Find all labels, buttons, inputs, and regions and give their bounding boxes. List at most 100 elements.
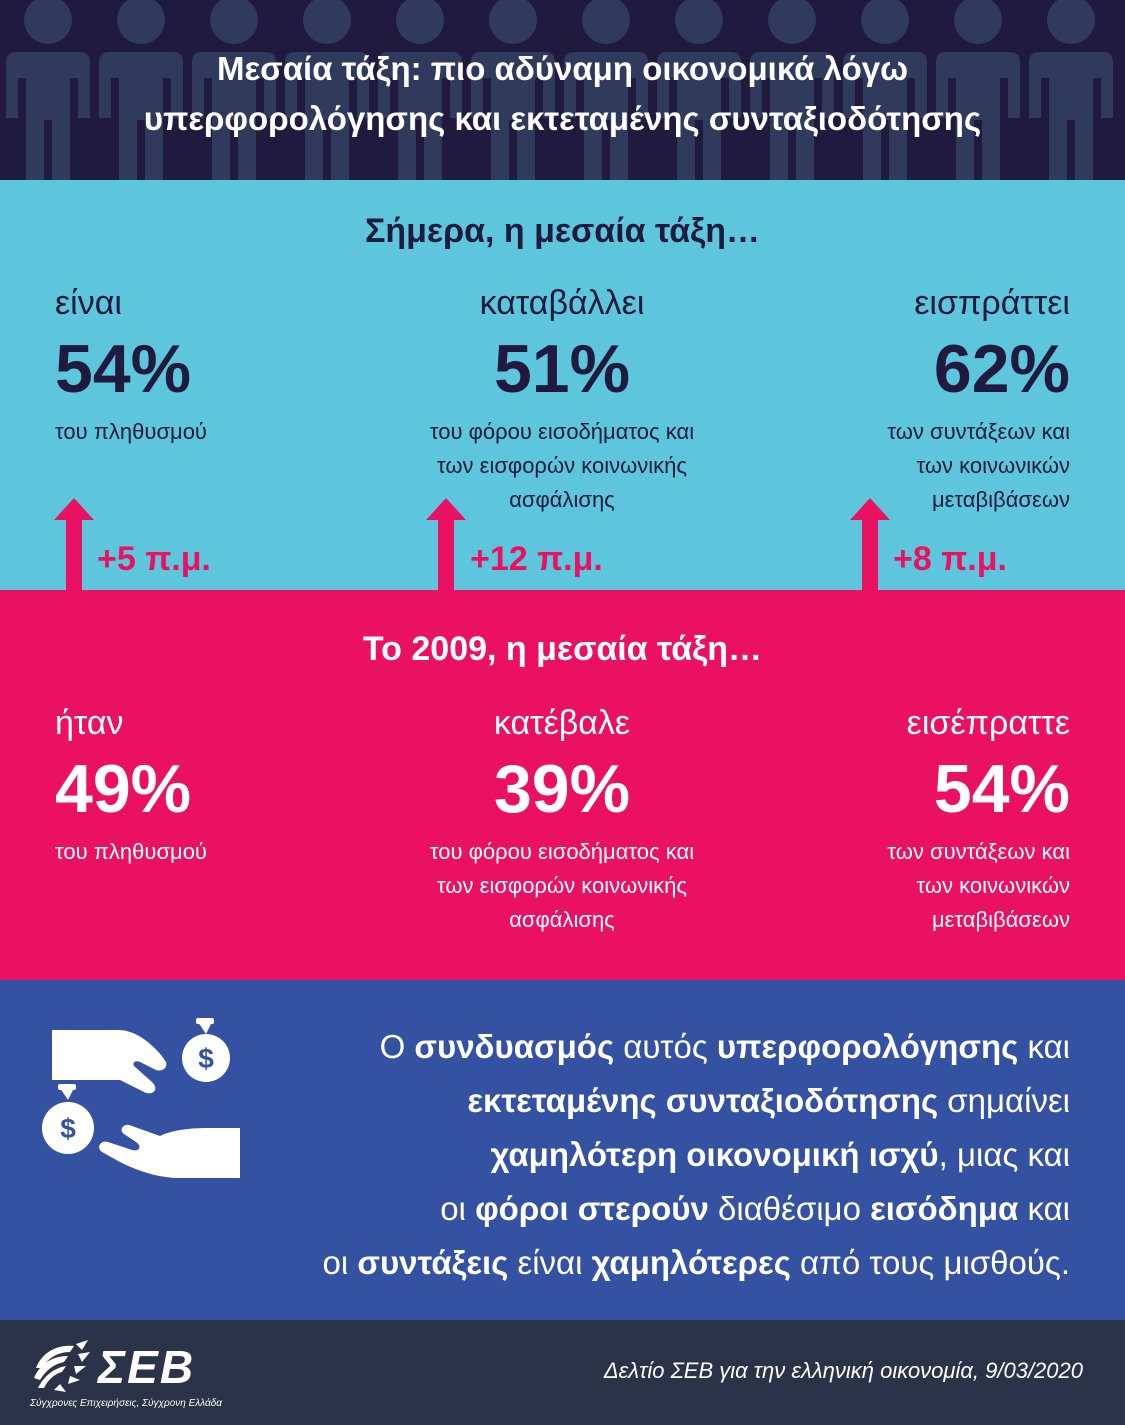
stat-value: 54% bbox=[55, 331, 192, 407]
sev-logo-mark-icon bbox=[34, 1340, 90, 1392]
emphasis-text: χαμηλότερη οικονομική ισχύ bbox=[490, 1136, 939, 1173]
today-stat-population: είναι 54% του πληθυσμού bbox=[55, 283, 415, 449]
title-line-2: υπερφορολόγησης και εκτεταμένης συνταξιο… bbox=[143, 100, 982, 137]
stat-value: 39% bbox=[493, 751, 631, 827]
up-arrow-icon bbox=[426, 498, 466, 590]
person-silhouette-icon bbox=[99, 0, 183, 180]
stat-verb: εισέπραττε bbox=[906, 704, 1070, 742]
conclusion-line: Ο συνδυασμός αυτός υπερφορολόγησης και bbox=[255, 1020, 1070, 1074]
people-silhouettes-background bbox=[6, 0, 1113, 180]
person-silhouette-icon bbox=[657, 0, 741, 180]
hands-money-icon: $ $ bbox=[42, 1018, 240, 1178]
desc-line: του πληθυσμού bbox=[55, 839, 207, 864]
past-stat-population: ήταν 49% του πληθυσμού bbox=[55, 703, 415, 869]
plain-text: από τους μισθούς. bbox=[790, 1244, 1070, 1281]
plain-text: σημαίνει bbox=[938, 1082, 1070, 1119]
person-silhouette-icon bbox=[750, 0, 834, 180]
stat-verb: καταβάλλει bbox=[479, 284, 645, 322]
today-stat-taxes: καταβάλλει 51% του φόρου εισοδήματος και… bbox=[382, 283, 742, 517]
change-taxes: +12 π.μ. bbox=[470, 540, 603, 578]
change-population: +5 π.μ. bbox=[97, 540, 211, 578]
footer: ΣΕΒ Σύγχρονες Επιχειρήσεις, Σύγχρονη Ελλ… bbox=[0, 1320, 1125, 1425]
desc-line: των κοινωνικών bbox=[916, 453, 1071, 478]
desc-line: των συντάξεων και bbox=[887, 839, 1070, 864]
conclusion-line: εκτεταμένης συνταξιοδότησης σημαίνει bbox=[255, 1074, 1070, 1128]
stat-description: του πληθυσμού bbox=[55, 835, 415, 869]
stat-verb: εισπράττει bbox=[914, 284, 1070, 322]
source-citation: Δελτίο ΣΕΒ για την ελληνική οικονομία, 9… bbox=[603, 1358, 1083, 1383]
plain-text: , μιας και bbox=[938, 1136, 1070, 1173]
stat-description: του φόρου εισοδήματος και των εισφορών κ… bbox=[382, 835, 742, 937]
page-title: Μεσαία τάξη: πιο αδύναμη οικονομικά λόγω… bbox=[0, 44, 1125, 144]
person-silhouette-icon bbox=[471, 0, 555, 180]
stat-value: 54% bbox=[933, 751, 1070, 827]
conclusion-text: Ο συνδυασμός αυτός υπερφορολόγησης και ε… bbox=[255, 1020, 1070, 1290]
today-stat-pensions: εισπράττει 62% των συντάξεων και των κοι… bbox=[710, 283, 1070, 517]
stat-value: 62% bbox=[933, 331, 1070, 407]
logo-tagline: Σύγχρονες Επιχειρήσεις, Σύγχρονη Ελλάδα bbox=[30, 1398, 222, 1409]
emphasis-text: υπερφορολόγησης bbox=[716, 1028, 1019, 1065]
person-silhouette-icon bbox=[6, 0, 90, 180]
logo-wordmark: ΣΕΒ bbox=[98, 1341, 196, 1393]
emphasis-text: συντάξεις bbox=[357, 1244, 509, 1281]
year-2009-section: Το 2009, η μεσαία τάξη… ήταν 49% του πλη… bbox=[0, 590, 1125, 980]
conclusion-line: οι συντάξεις είναι χαμηλότερες από τους … bbox=[255, 1236, 1070, 1290]
desc-line: μεταβιβάσεων bbox=[931, 907, 1070, 932]
year-2009-heading: Το 2009, η μεσαία τάξη… bbox=[362, 630, 763, 668]
change-pensions: +8 π.μ. bbox=[893, 540, 1007, 578]
today-heading: Σήμερα, η μεσαία τάξη… bbox=[364, 212, 761, 250]
desc-line: των εισφορών κοινωνικής bbox=[436, 873, 687, 898]
stat-verb: κατέβαλε bbox=[493, 704, 631, 742]
up-arrow-icon bbox=[850, 498, 890, 590]
stat-value: 51% bbox=[493, 331, 631, 407]
conclusion-section: $ $ Ο συνδυασμός αυτός υπερφορολόγησης κ… bbox=[0, 980, 1125, 1320]
desc-line: του φόρου εισοδήματος και bbox=[429, 839, 695, 864]
plain-text: και bbox=[1018, 1028, 1070, 1065]
today-section: Σήμερα, η μεσαία τάξη… είναι 54% του πλη… bbox=[0, 180, 1125, 590]
past-stat-taxes: κατέβαλε 39% του φόρου εισοδήματος και τ… bbox=[382, 703, 742, 937]
stat-value: 49% bbox=[55, 751, 192, 827]
past-stat-pensions: εισέπραττε 54% των συντάξεων και των κοι… bbox=[710, 703, 1070, 937]
conclusion-line: οι φόροι στερούν διαθέσιμο εισόδημα και bbox=[255, 1182, 1070, 1236]
stat-verb: είναι bbox=[55, 284, 122, 322]
stat-description: των συντάξεων και των κοινωνικών μεταβιβ… bbox=[710, 835, 1070, 937]
emphasis-text: χαμηλότερες bbox=[591, 1244, 791, 1281]
header-banner: Μεσαία τάξη: πιο αδύναμη οικονομικά λόγω… bbox=[0, 0, 1125, 180]
plain-text: και bbox=[1018, 1190, 1070, 1227]
desc-line: του φόρου εισοδήματος και bbox=[429, 419, 695, 444]
svg-text:$: $ bbox=[198, 1043, 214, 1074]
person-silhouette-icon bbox=[1029, 0, 1113, 180]
plain-text: αυτός bbox=[614, 1028, 717, 1065]
stat-verb: ήταν bbox=[55, 704, 124, 742]
desc-line: του πληθυσμού bbox=[55, 419, 207, 444]
person-silhouette-icon bbox=[564, 0, 648, 180]
desc-line: των συντάξεων και bbox=[887, 419, 1070, 444]
desc-line: των κοινωνικών bbox=[916, 873, 1071, 898]
desc-line: ασφάλισης bbox=[509, 907, 615, 932]
plain-text: Ο bbox=[379, 1028, 415, 1065]
emphasis-text: φόροι στερούν bbox=[475, 1190, 709, 1227]
desc-line: ασφάλισης bbox=[509, 487, 615, 512]
stat-description: του πληθυσμού bbox=[55, 415, 415, 449]
stat-description: των συντάξεων και των κοινωνικών μεταβιβ… bbox=[710, 415, 1070, 517]
plain-text: οι bbox=[322, 1244, 358, 1281]
money-bag-icon: $ bbox=[42, 1084, 94, 1154]
desc-line: μεταβιβάσεων bbox=[931, 487, 1070, 512]
title-line-1: Μεσαία τάξη: πιο αδύναμη οικονομικά λόγω bbox=[217, 50, 908, 87]
plain-text: οι bbox=[440, 1190, 476, 1227]
emphasis-text: εκτεταμένης συνταξιοδότησης bbox=[467, 1082, 939, 1119]
money-bag-icon: $ bbox=[182, 1018, 230, 1082]
person-silhouette-icon bbox=[285, 0, 369, 180]
emphasis-text: συνδυασμός bbox=[414, 1028, 615, 1065]
plain-text: διαθέσιμο bbox=[708, 1190, 871, 1227]
conclusion-line: χαμηλότερη οικονομική ισχύ, μιας και bbox=[255, 1128, 1070, 1182]
sev-logo: ΣΕΒ Σύγχρονες Επιχειρήσεις, Σύγχρονη Ελλ… bbox=[30, 1338, 230, 1418]
up-arrow-icon bbox=[54, 498, 94, 590]
emphasis-text: εισόδημα bbox=[870, 1190, 1019, 1227]
person-silhouette-icon bbox=[378, 0, 462, 180]
person-silhouette-icon bbox=[192, 0, 276, 180]
svg-text:$: $ bbox=[60, 1113, 76, 1144]
person-silhouette-icon bbox=[843, 0, 927, 180]
plain-text: είναι bbox=[508, 1244, 592, 1281]
stat-description: του φόρου εισοδήματος και των εισφορών κ… bbox=[382, 415, 742, 517]
